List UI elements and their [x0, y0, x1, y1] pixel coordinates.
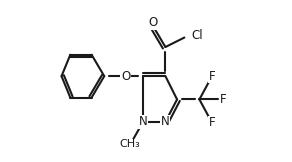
Text: F: F [219, 93, 226, 106]
Text: CH₃: CH₃ [119, 139, 140, 149]
Text: F: F [209, 70, 215, 83]
Text: O: O [121, 70, 130, 83]
Text: N: N [161, 115, 170, 128]
Text: F: F [209, 116, 215, 129]
Text: Cl: Cl [192, 29, 203, 42]
Text: N: N [139, 115, 147, 128]
Text: O: O [148, 16, 157, 29]
